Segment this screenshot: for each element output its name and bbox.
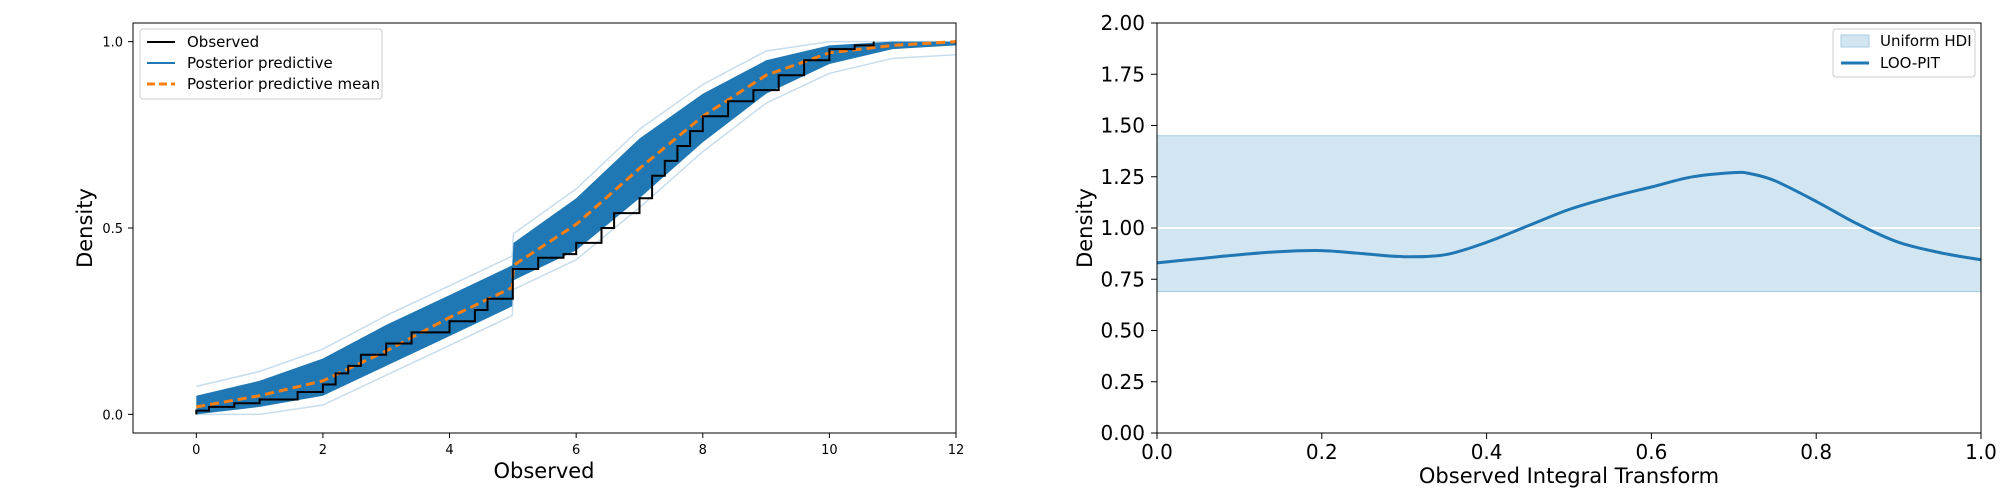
legend-label-posterior-predictive-mean: Posterior predictive mean [187,75,380,93]
loo-pit-y-tick-label: 0.50 [1100,319,1145,343]
loo-pit-y-tick-label: 1.75 [1100,62,1145,86]
ecdf-y-tick-label: 0.5 [102,222,123,237]
ecdf-x-tick-label: 10 [821,443,838,458]
legend-swatch-uniform-hdi [1840,34,1870,48]
loo-pit-y-tick-label: 0.75 [1100,267,1145,291]
loo-pit-x-tick-label: 1.0 [1965,440,1997,464]
ecdf-legend-box [139,28,383,100]
ecdf-x-ticks: 0 2 4 6 8 10 12 [192,433,964,458]
legend-label-posterior-predictive: Posterior predictive [187,54,333,72]
loo-pit-x-tick-label: 0.4 [1471,440,1503,464]
posterior-predictive-draw-edge-0 [196,53,956,416]
posterior-predictive-area [196,41,956,415]
loo-pit-y-tick-label: 0.25 [1100,370,1145,394]
loo-pit-y-tick-label: 0.00 [1100,421,1145,445]
loo-pit-legend: Uniform HDI LOO-PIT [1832,28,1976,78]
legend-label-uniform-hdi: Uniform HDI [1880,32,1972,50]
loo-pit-x-tick-label: 0.2 [1306,440,1338,464]
uniform-hdi-band [1157,135,1981,293]
loo-pit-x-tick-label: 0.8 [1800,440,1832,464]
posterior-predictive-mean-line [196,40,956,409]
loo-pit-y-tick-label: 1.25 [1100,165,1145,189]
loo-pit-content [1157,135,1981,293]
ecdf-y-tick-label: 1.0 [102,36,123,51]
loo-pit-y-tick-label: 2.00 [1100,11,1145,35]
loo-pit-panel: 0.0 0.2 0.4 0.6 0.8 1.0 0.00 0.25 0.50 0.75 1.00 1… [1073,11,1997,488]
ecdf-y-ticks: 0.0 0.5 1.0 [102,36,133,423]
loo-pit-x-axis-label: Observed Integral Transform [1419,464,1719,488]
loo-pit-x-tick-label: 0.0 [1141,440,1173,464]
ecdf-x-tick-label: 6 [572,443,580,458]
ecdf-x-tick-label: 2 [319,443,327,458]
ecdf-legend: Observed Posterior predictive Posterior … [139,28,383,100]
ecdf-y-axis-label: Density [73,188,97,268]
loo-pit-y-axis-label: Density [1073,188,1097,268]
loo-pit-y-ticks: 0.00 0.25 0.50 0.75 1.00 1.25 1.50 1.75 2.00 [1100,11,1157,445]
ecdf-x-axis-label: Observed [493,459,594,483]
observed-ecdf-line [195,41,875,415]
ecdf-panel: 0 2 4 6 8 10 12 0.0 0.5 1.0 Observed Density Obs… [73,22,964,483]
posterior-predictive-band [196,40,956,416]
loo-pit-x-tick-label: 0.6 [1635,440,1667,464]
ecdf-x-tick-label: 0 [192,443,200,458]
loo-pit-y-tick-label: 1.50 [1100,114,1145,138]
posterior-predictive-draw-edge-1 [196,40,956,388]
legend-label-observed: Observed [187,33,259,51]
ecdf-x-tick-label: 8 [699,443,707,458]
ecdf-x-tick-label: 12 [948,443,965,458]
legend-label-loo-pit: LOO-PIT [1880,54,1941,72]
ecdf-x-tick-label: 4 [445,443,453,458]
loo-pit-x-ticks: 0.0 0.2 0.4 0.6 0.8 1.0 [1141,433,1997,464]
loo-pit-y-tick-label: 1.00 [1100,216,1145,240]
ecdf-lines [195,40,956,415]
loo-pit-line [1157,170,1981,265]
ecdf-y-tick-label: 0.0 [102,408,123,423]
